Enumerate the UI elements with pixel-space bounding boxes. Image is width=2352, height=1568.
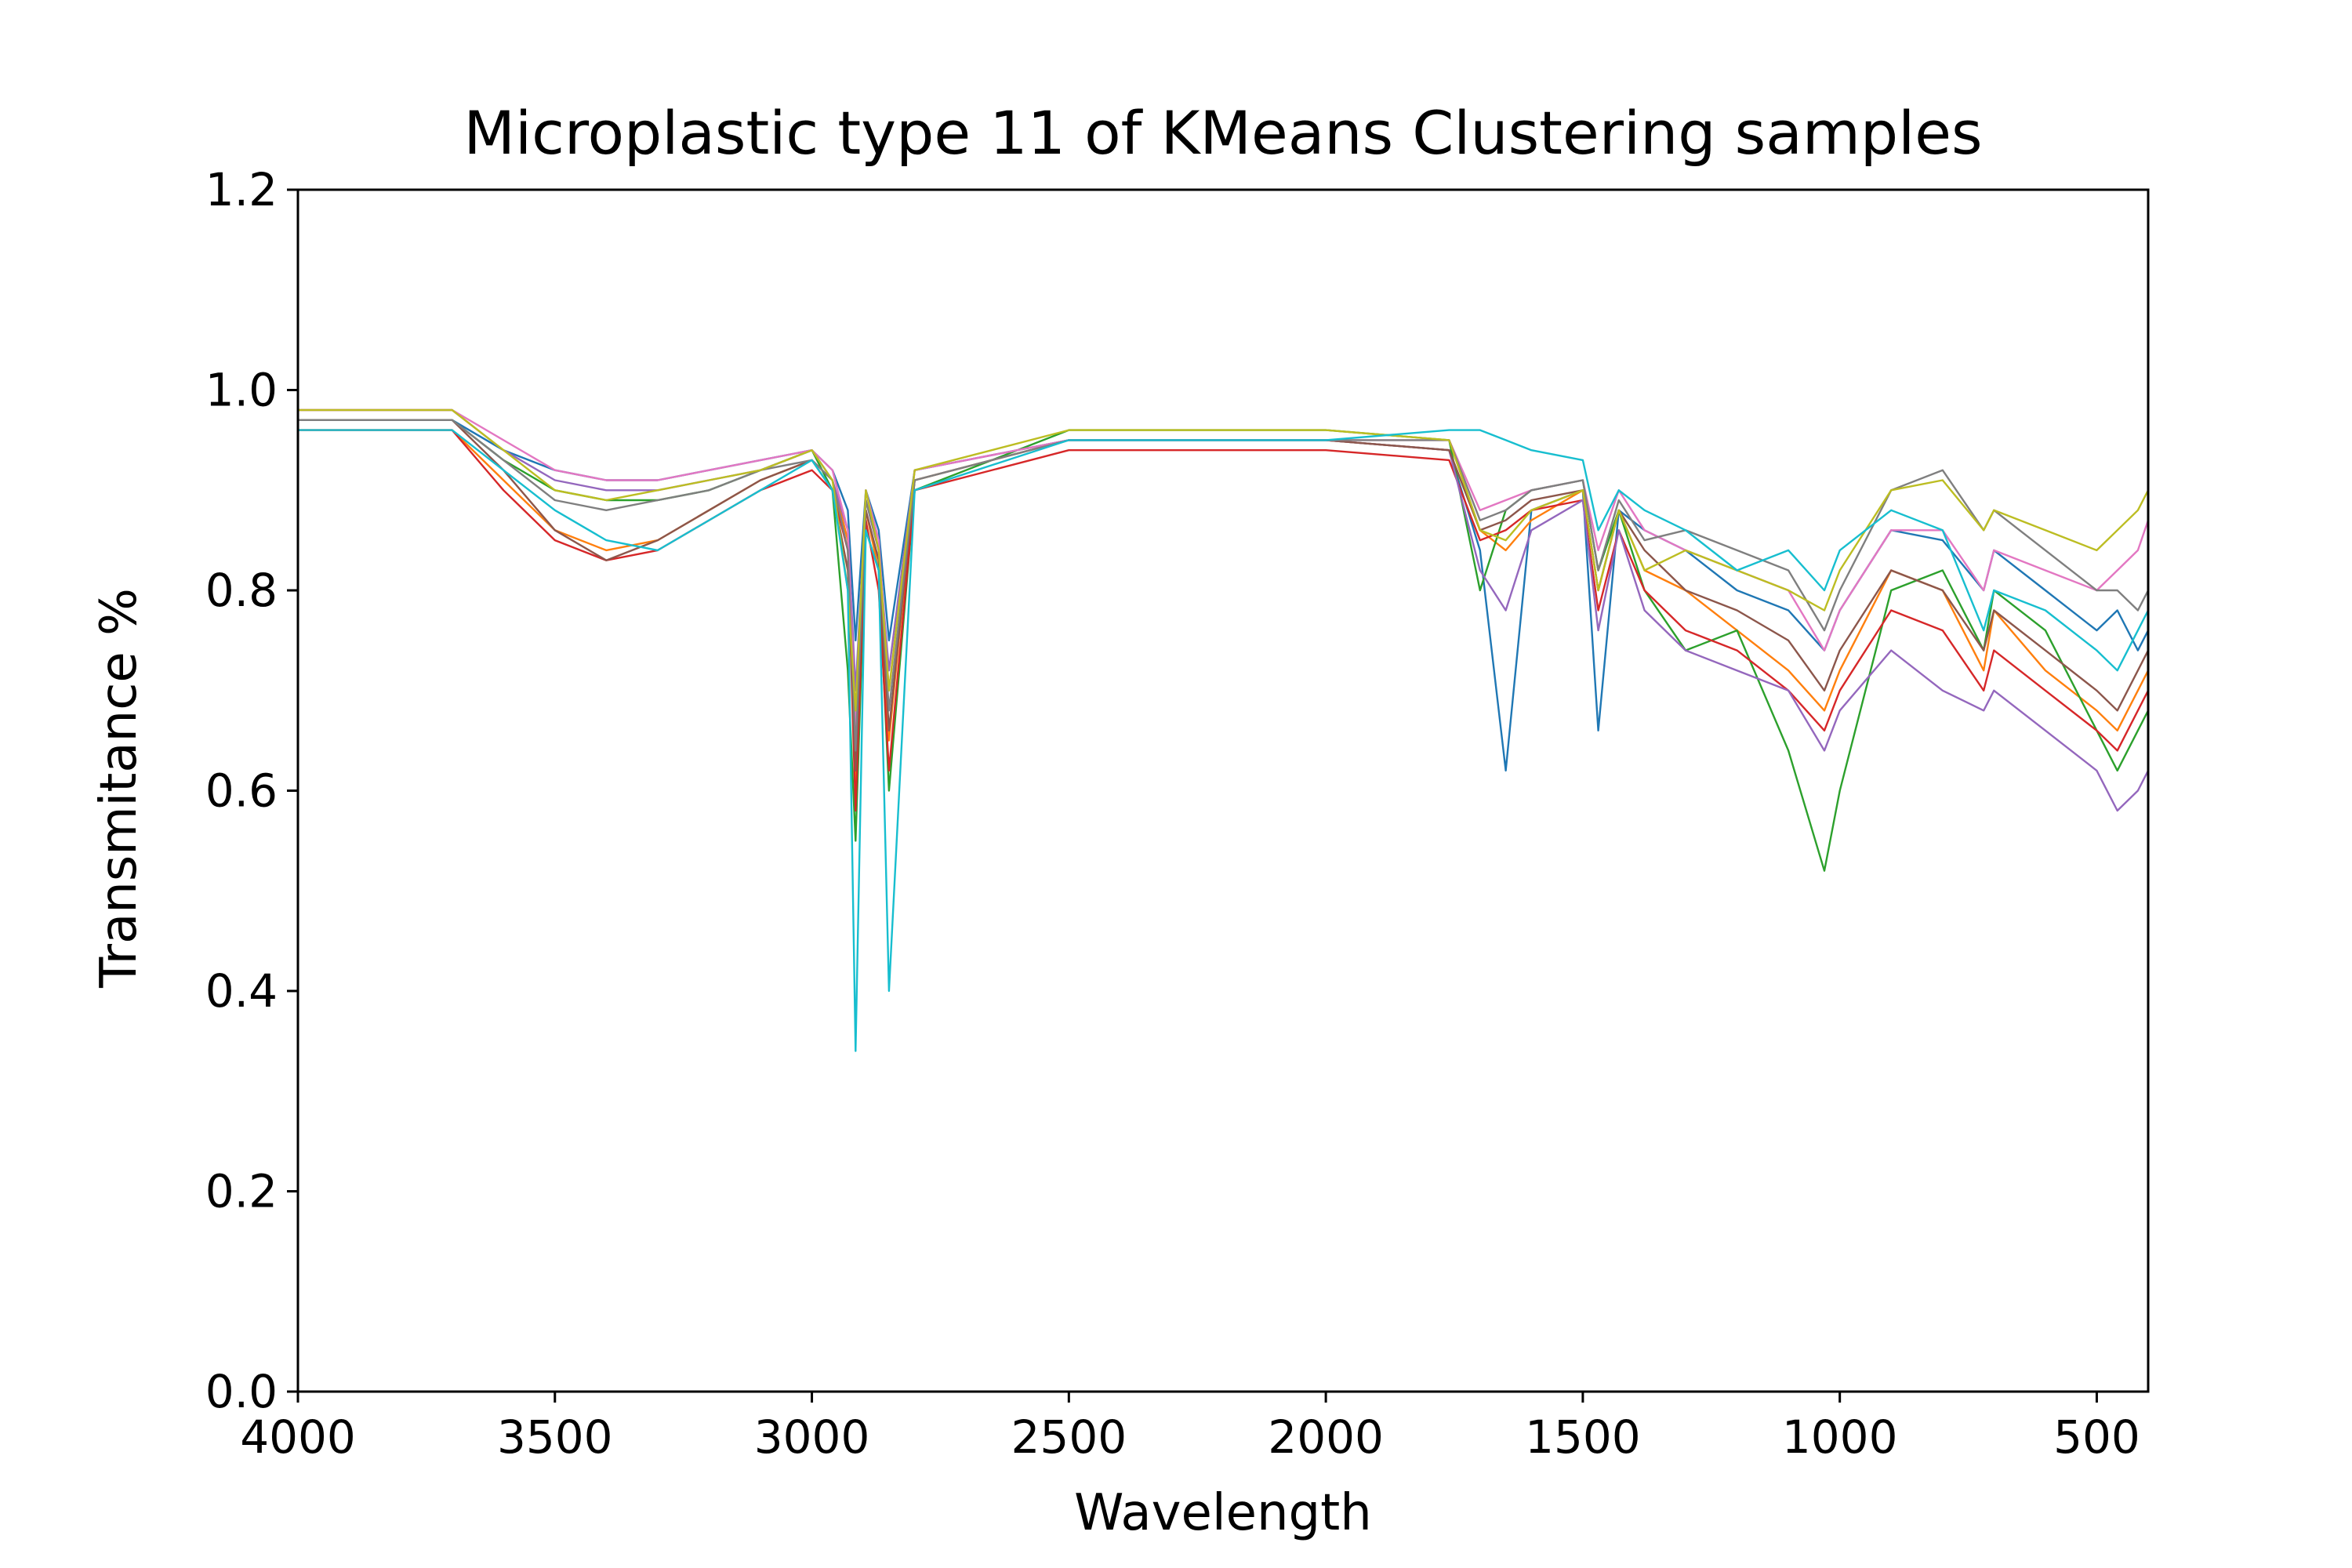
y-tick-label: 1.2: [205, 163, 278, 216]
x-tick-label: 4000: [240, 1410, 356, 1464]
x-axis-label: Wavelength: [1074, 1484, 1372, 1542]
series-line-1: [298, 419, 2148, 772]
x-tick-label: 3000: [754, 1410, 870, 1464]
series-line-7: [298, 408, 2148, 731]
series-line-6: [298, 419, 2148, 772]
y-tick-label: 0.0: [205, 1365, 278, 1418]
series-line-3: [298, 419, 2148, 872]
series-line-8: [298, 419, 2148, 752]
series-line-4: [298, 429, 2148, 812]
y-tick-label: 1.0: [205, 364, 278, 417]
y-tick-label: 0.4: [205, 964, 278, 1018]
y-axis-label: Transmitance %: [90, 588, 148, 988]
x-tick-label: 500: [2053, 1410, 2140, 1464]
x-tick-label: 1500: [1525, 1410, 1641, 1464]
series-line-10: [298, 429, 2148, 1052]
x-tick-label: 2000: [1268, 1410, 1384, 1464]
y-tick-label: 0.6: [205, 764, 278, 818]
chart-title: Microplastic type 11 of KMeans Clusterin…: [463, 98, 1983, 168]
y-tick-label: 0.8: [205, 564, 278, 617]
x-tick-label: 2500: [1011, 1410, 1127, 1464]
y-tick-label: 0.2: [205, 1165, 278, 1218]
series-line-9: [298, 408, 2148, 712]
x-tick-label: 1000: [1782, 1410, 1898, 1464]
plot-frame: [296, 188, 2150, 1393]
x-tick-label: 3500: [497, 1410, 613, 1464]
